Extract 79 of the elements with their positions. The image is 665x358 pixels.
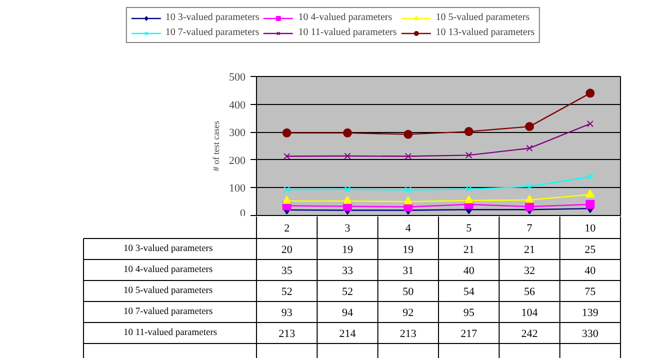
point (404, 196, 413, 204)
data-label: 50 (402, 286, 414, 298)
x-tick-label: 10 (584, 222, 596, 234)
data-label: 21 (463, 244, 474, 256)
x-tick-label: 4 (405, 222, 412, 234)
text: 10 4-valued parameters (124, 265, 213, 275)
legend-label: 10 13-valued parameters (436, 27, 535, 38)
x-tick-label: 5 (466, 222, 472, 234)
data-label: 52 (281, 286, 292, 298)
data-label: 35 (281, 265, 293, 277)
x-tick-label: 3 (344, 222, 351, 234)
point (464, 195, 474, 204)
point (282, 196, 292, 204)
point (525, 194, 534, 203)
point (586, 190, 595, 198)
legend-label: 10 4-valued parameters (298, 12, 392, 23)
data-label: 56 (524, 286, 536, 298)
data-label: 40 (463, 265, 475, 277)
y-axis-title: # of test cases (211, 120, 221, 172)
data-label: 32 (524, 265, 535, 277)
data-label: 21 (524, 244, 535, 256)
data-label: 330 (582, 328, 599, 340)
data-label: 95 (463, 307, 475, 319)
data-label: 40 (584, 265, 596, 277)
point (344, 186, 351, 193)
data-label: 93 (281, 307, 293, 319)
text: 10 11-valued parameters (124, 328, 218, 338)
point (466, 186, 472, 192)
data-label: 25 (584, 244, 596, 256)
legend-label: 10 11-valued parameters (298, 27, 397, 38)
y-tick-label: 500 (229, 72, 246, 84)
data-label: 75 (584, 286, 596, 298)
data-label: 213 (278, 328, 296, 340)
x-tick-label: 7 (526, 222, 533, 234)
y-tick-label: 300 (229, 127, 246, 140)
data-label: 33 (342, 265, 354, 277)
point (586, 174, 594, 180)
point (404, 152, 412, 160)
data-label: 139 (582, 307, 599, 319)
point (586, 88, 595, 98)
point (464, 127, 474, 136)
data-label: 20 (281, 244, 293, 256)
point (525, 122, 534, 132)
point (284, 186, 290, 193)
legend-label: 10 3-valued parameters (165, 12, 260, 23)
point (525, 202, 534, 212)
y-tick-label: 200 (229, 154, 246, 167)
point (344, 152, 351, 160)
x-tick-label: 2 (284, 222, 290, 234)
point (586, 120, 594, 128)
point (526, 183, 533, 190)
legend-label: 10 7-valued parameters (165, 27, 260, 38)
point (343, 128, 352, 138)
text: 10 3-valued parameters (124, 244, 213, 254)
text: 10 5-valued parameters (124, 286, 213, 296)
data-label: 94 (342, 307, 354, 319)
data-label: 213 (400, 328, 417, 340)
data-label: 214 (339, 328, 356, 340)
text: 10 7-valued parameters (124, 307, 213, 317)
point (343, 196, 352, 204)
data-label: 104 (521, 307, 538, 319)
point (526, 144, 533, 152)
data-label: 54 (463, 286, 475, 298)
data-label: 19 (342, 244, 354, 256)
point (404, 186, 412, 194)
y-tick-label: 100 (229, 182, 246, 195)
data-label: 92 (402, 307, 414, 319)
data-label: 242 (521, 328, 538, 340)
data-label: 19 (402, 244, 414, 256)
y-tick-label: 400 (229, 99, 246, 112)
point (404, 130, 413, 139)
data-label: 31 (402, 265, 414, 277)
legend-label: 10 5-valued parameters (436, 12, 530, 23)
data-label: 217 (460, 328, 478, 340)
point (586, 200, 595, 209)
data-label: 52 (342, 286, 353, 298)
point (466, 152, 472, 158)
point (282, 128, 292, 138)
point (284, 152, 290, 160)
